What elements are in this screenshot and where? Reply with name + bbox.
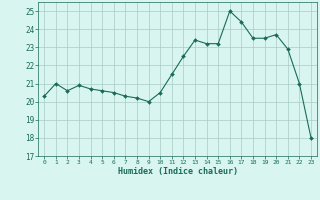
X-axis label: Humidex (Indice chaleur): Humidex (Indice chaleur) [118, 167, 238, 176]
